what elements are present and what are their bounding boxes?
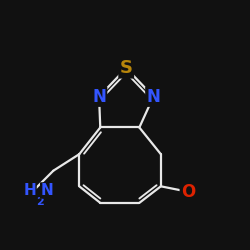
Text: N: N bbox=[92, 88, 106, 106]
Text: N: N bbox=[146, 88, 160, 106]
Text: H: H bbox=[23, 183, 36, 198]
Text: S: S bbox=[120, 59, 133, 77]
Text: N: N bbox=[41, 183, 54, 198]
Text: 2: 2 bbox=[36, 197, 44, 207]
Text: O: O bbox=[181, 183, 195, 201]
